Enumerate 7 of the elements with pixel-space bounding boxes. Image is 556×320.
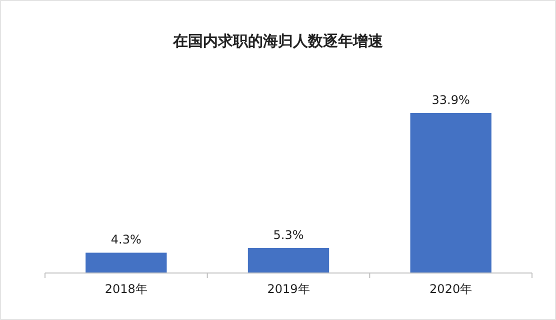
x-tick-label: 2020年 [430, 282, 472, 296]
data-label: 5.3% [273, 228, 304, 242]
chart-title: 在国内求职的海归人数逐年增速 [172, 32, 384, 50]
data-label: 4.3% [110, 232, 142, 247]
data-label: 33.9% [432, 93, 470, 107]
x-tick-label: 2019年 [267, 282, 310, 296]
x-tick-label: 2018年 [104, 282, 148, 296]
